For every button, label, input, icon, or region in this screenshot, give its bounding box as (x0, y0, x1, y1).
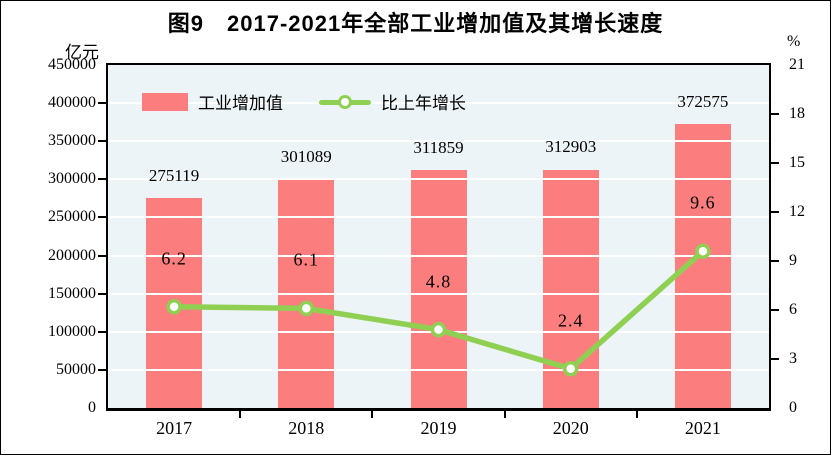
left-axis-tick-label: 400000 (48, 94, 96, 112)
gridline (108, 102, 769, 105)
bar-value-label-2019: 311859 (413, 138, 464, 158)
right-axis-tick (771, 162, 779, 164)
left-axis-unit-label: 亿元 (65, 43, 99, 62)
legend-line-label: 比上年增长 (381, 94, 466, 113)
gridline (108, 368, 769, 371)
left-axis-tick (98, 292, 106, 295)
x-axis-label-2021: 2021 (684, 418, 721, 438)
right-axis-tick-label: 15 (789, 154, 805, 171)
line-marker-2019 (430, 321, 447, 338)
left-axis-tick-label: 300000 (48, 170, 96, 188)
legend: 工业增加值 比上年增长 (142, 89, 466, 114)
left-axis-tick-label: 100000 (48, 322, 96, 340)
x-axis-label-2019: 2019 (420, 418, 457, 438)
left-axis-tick-label: 250000 (48, 208, 96, 226)
gridline (108, 292, 769, 295)
legend-line-marker-icon (338, 94, 352, 109)
chart-title: 图9 2017-2021年全部工业增加值及其增长速度 (167, 11, 664, 36)
growth-value-label-2021: 9.6 (690, 192, 716, 213)
x-axis-label-2017: 2017 (156, 418, 193, 438)
line-marker-2021 (695, 243, 711, 259)
gridline (108, 254, 769, 257)
left-axis-tick-label: 450000 (48, 56, 96, 73)
growth-line (171, 248, 706, 372)
right-axis-tick-label: 6 (789, 301, 797, 318)
legend-bar-swatch (142, 92, 188, 111)
bar-value-label-2018: 301089 (280, 146, 332, 166)
left-axis-tick (98, 102, 106, 105)
left-axis-tick (98, 368, 106, 371)
line-marker-2017 (166, 298, 182, 315)
right-axis-tick-label: 12 (789, 203, 805, 220)
left-axis-tick (98, 140, 106, 143)
left-axis-tick (98, 178, 106, 181)
right-axis-unit-label: % (787, 33, 801, 50)
right-axis-tick-label: 3 (789, 350, 797, 367)
x-axis-label-2020: 2020 (552, 418, 589, 438)
gridline (108, 216, 769, 219)
right-axis-tick-label: 0 (789, 399, 797, 416)
line-marker-2018 (298, 300, 315, 317)
right-axis-tick-label: 21 (789, 56, 805, 73)
left-axis-tick-label: 50000 (56, 360, 96, 378)
left-axis-tick (98, 330, 106, 333)
growth-value-label-2020: 2.4 (557, 310, 584, 331)
line-marker-2020 (562, 361, 579, 377)
right-axis-tick-label: 9 (789, 252, 797, 269)
bar-2019 (410, 170, 467, 408)
x-axis-label-2018: 2018 (288, 418, 325, 438)
right-axis-tick (771, 211, 779, 213)
gridline (108, 178, 769, 181)
bar-value-label-2017: 275119 (148, 166, 200, 186)
right-axis-tick (771, 113, 779, 115)
growth-value-label-2019: 4.8 (425, 271, 452, 292)
x-axis-tick (503, 411, 506, 418)
right-axis-tick (771, 260, 779, 262)
x-axis-tick (239, 411, 242, 418)
right-axis-tick (771, 358, 779, 360)
line-series (166, 243, 711, 377)
left-axis-tick-label: 150000 (48, 284, 96, 302)
x-axis-tick (371, 411, 374, 418)
right-axis-tick-label: 18 (789, 105, 805, 122)
plot-area: 工业增加值 比上年增长 275119 301089 311859 312903 3725… (106, 63, 771, 411)
left-axis-tick (98, 254, 106, 257)
right-axis-tick (771, 309, 779, 311)
bar-value-label-2020: 312903 (545, 137, 597, 157)
gridline (108, 140, 769, 143)
growth-value-label-2018: 6.1 (293, 249, 320, 270)
bar-value-label-2021: 372575 (677, 92, 729, 111)
legend-bar-label: 工业增加值 (198, 94, 283, 113)
left-axis-tick-label: 350000 (48, 132, 96, 150)
growth-value-label-2017: 6.2 (161, 248, 187, 269)
legend-line-symbol (319, 93, 371, 111)
x-axis-tick (635, 411, 638, 418)
left-axis-tick-label: 200000 (48, 246, 96, 264)
left-axis-tick (98, 216, 106, 219)
left-axis-tick-label: 0 (88, 399, 96, 416)
